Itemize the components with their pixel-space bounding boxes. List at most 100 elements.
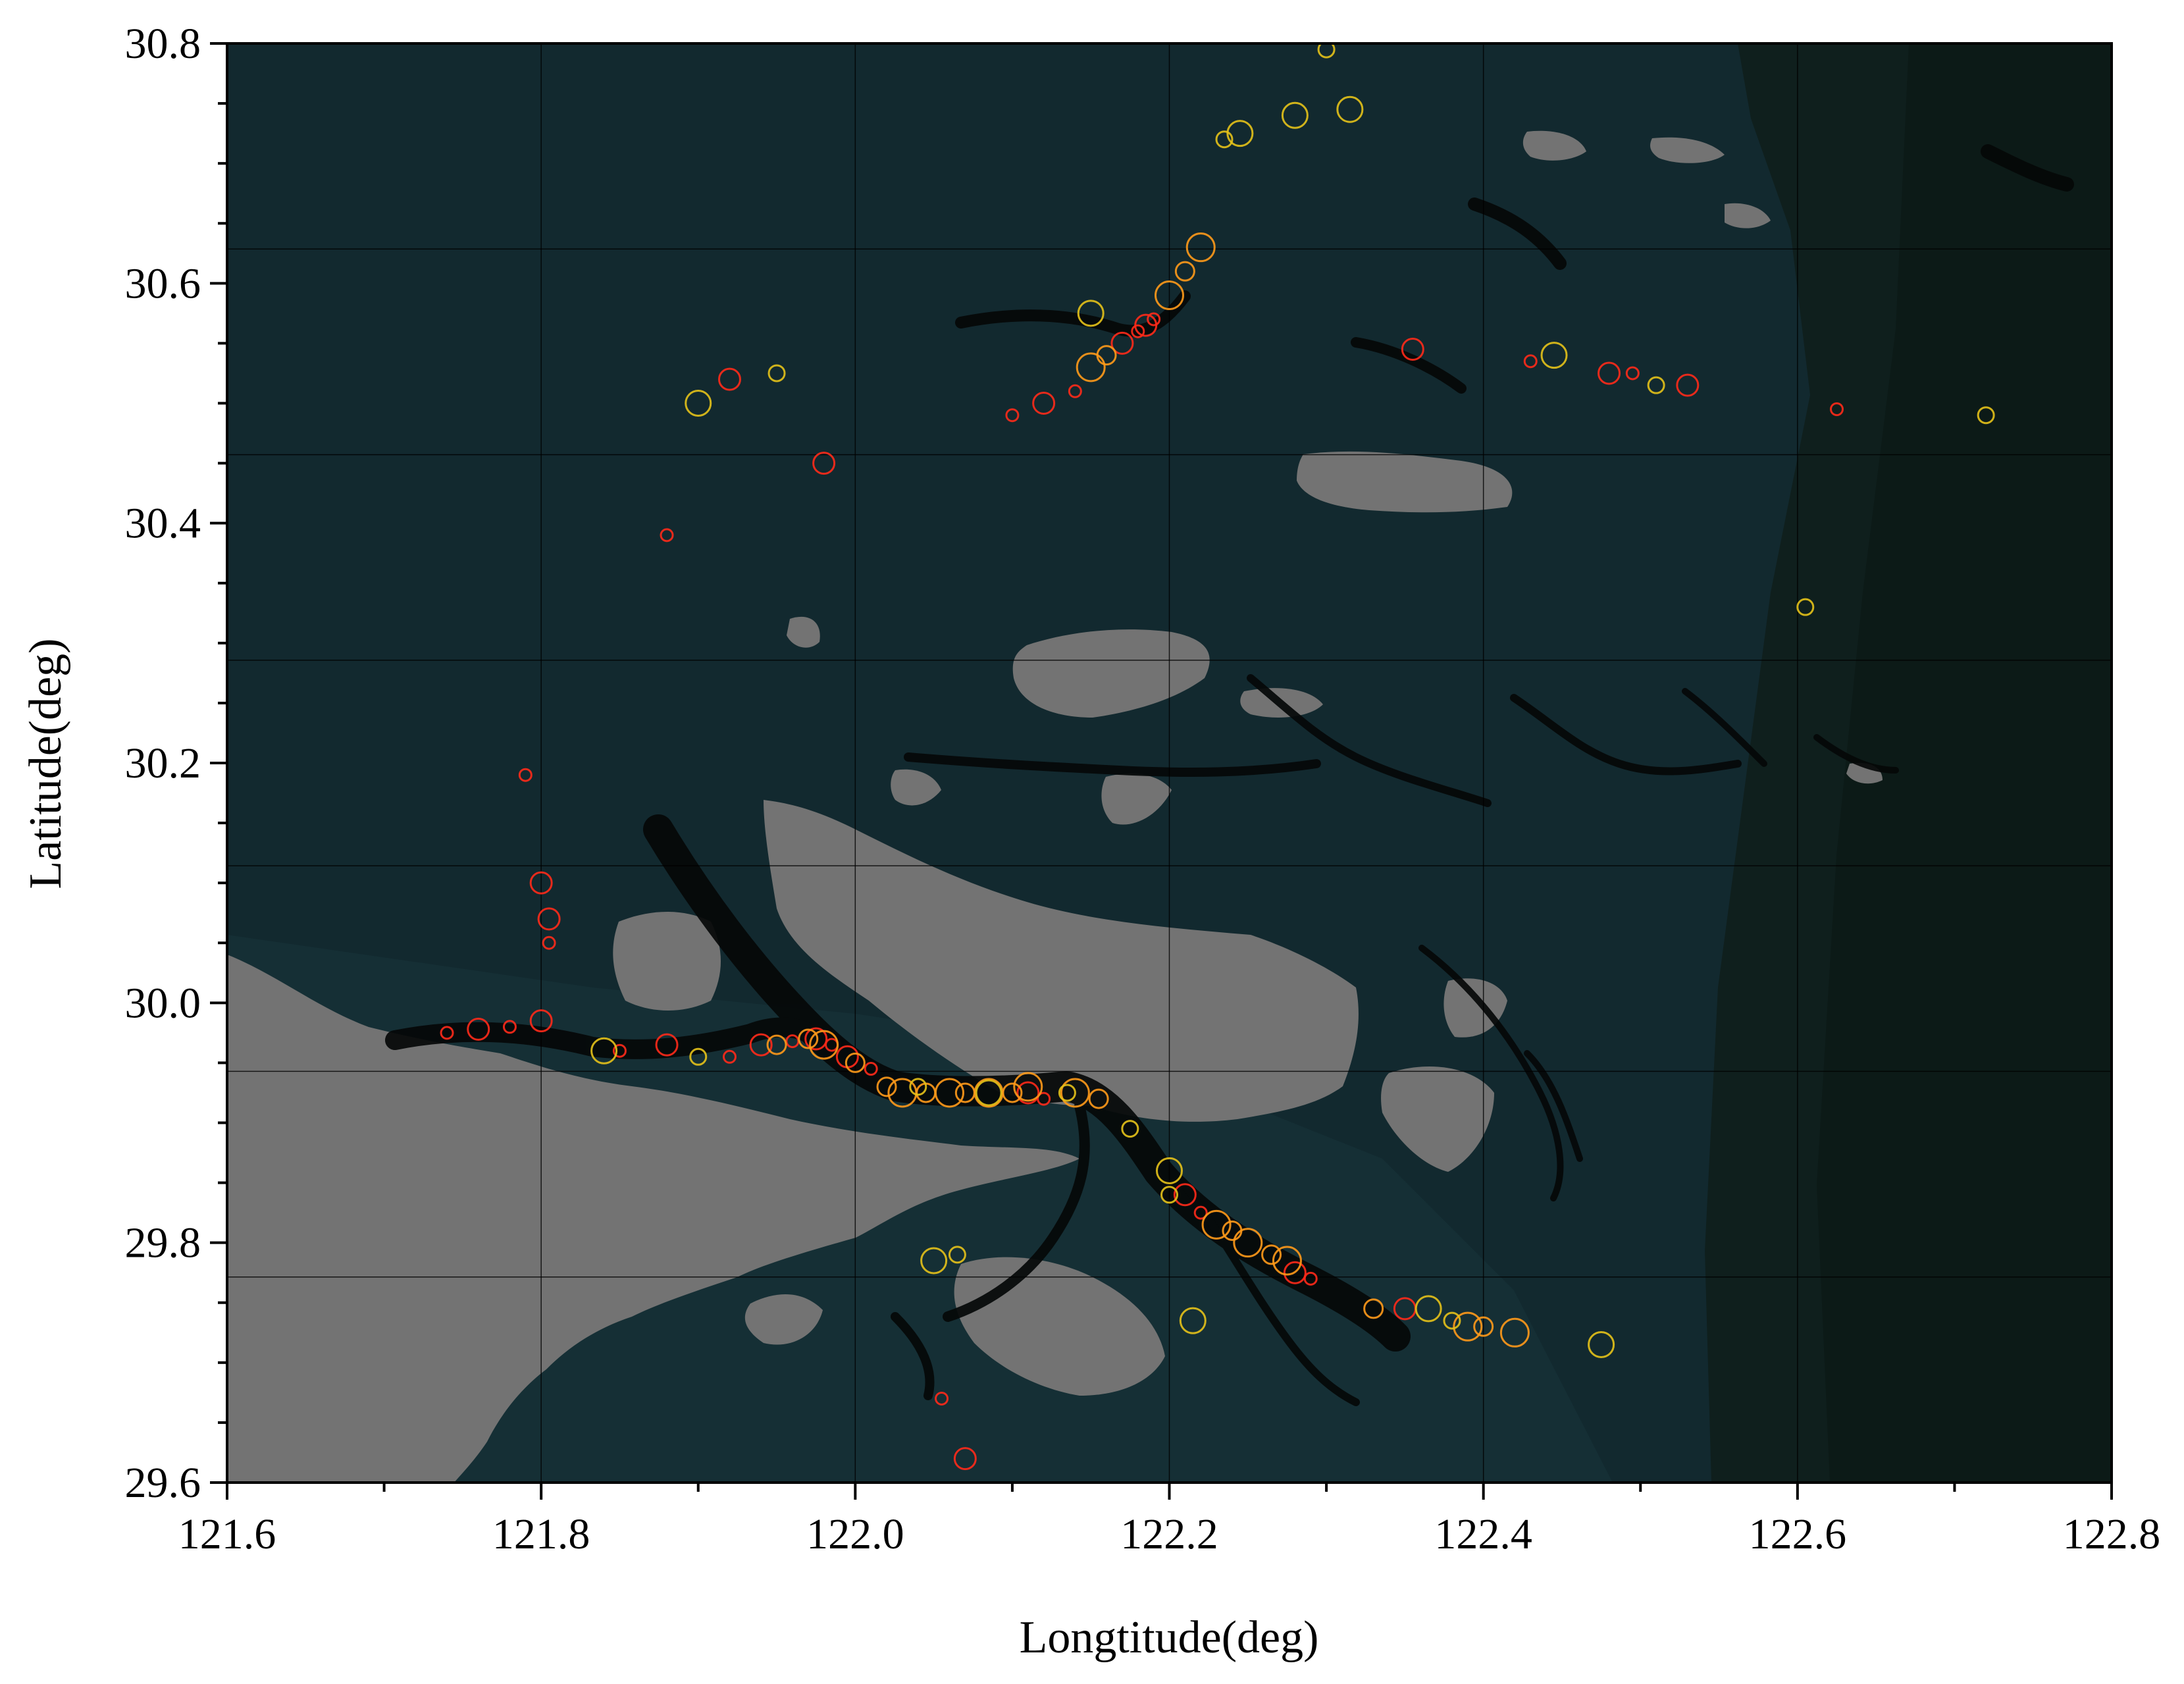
- data-point-marker: [1037, 1092, 1051, 1106]
- lane-mid-a: [904, 752, 1321, 777]
- data-point-marker: [845, 1052, 866, 1073]
- island-mid-right: [1381, 1066, 1494, 1172]
- data-point-marker: [1473, 1316, 1494, 1337]
- x-tick-label: 121.8: [492, 1510, 590, 1558]
- data-point-marker: [1016, 1081, 1040, 1105]
- data-point-marker: [518, 768, 533, 782]
- data-point-marker: [1121, 1120, 1139, 1138]
- deeper-sea-region: [1817, 43, 2112, 1483]
- x-axis-title: Longtitude(deg): [1020, 1612, 1319, 1663]
- y-tick-label: 30.8: [125, 20, 201, 68]
- data-point-marker: [975, 1079, 1002, 1107]
- data-point-marker: [1443, 1311, 1461, 1330]
- island-f: [1725, 203, 1771, 228]
- lane-south-a: [943, 1101, 1090, 1322]
- x-axis: 121.6 121.8 122.0 122.2 122.4 122.6 122.8: [178, 1483, 2161, 1558]
- data-point-marker: [1147, 312, 1161, 327]
- lane-mid-c: [1510, 694, 1742, 776]
- data-point-marker: [934, 1078, 964, 1108]
- data-point-marker: [1453, 1311, 1483, 1342]
- land-masses: [227, 130, 1883, 1483]
- data-point-marker: [1588, 1331, 1615, 1359]
- x-tick-label: 122.0: [806, 1510, 904, 1558]
- data-point-marker: [1317, 43, 1336, 59]
- y-tick-label: 30.0: [125, 979, 201, 1027]
- x-tick-label: 122.4: [1434, 1510, 1532, 1558]
- y-tick-label: 30.2: [125, 739, 201, 787]
- data-point-marker: [749, 1033, 773, 1057]
- lane-north: [955, 290, 1191, 337]
- lane-south-b: [891, 1312, 935, 1400]
- data-point-marker: [1540, 342, 1568, 369]
- data-point-marker: [1068, 384, 1082, 398]
- data-point-marker: [1283, 1261, 1307, 1284]
- data-point-marker: [537, 907, 561, 931]
- data-point-marker: [804, 1027, 828, 1051]
- y-tick-label: 30.4: [125, 500, 201, 548]
- lane-south-c: [1181, 1181, 1360, 1406]
- data-point-marker: [812, 452, 836, 475]
- data-point-marker: [876, 1076, 897, 1097]
- data-point-marker: [1281, 101, 1309, 129]
- island-g: [787, 616, 820, 648]
- data-point-marker: [542, 935, 556, 950]
- lane-mid-d: [1682, 688, 1767, 767]
- island-b: [891, 769, 941, 806]
- data-point-marker: [1272, 1246, 1302, 1276]
- data-point-marker: [920, 1247, 948, 1275]
- data-point-marker: [1060, 1078, 1090, 1108]
- data-point-marker: [529, 871, 553, 895]
- data-point-marker: [935, 1391, 949, 1406]
- grid: [227, 43, 2112, 1483]
- data-point-marker: [1013, 1072, 1043, 1102]
- data-point-marker: [1032, 392, 1056, 415]
- island-d: [1522, 130, 1586, 161]
- data-point-marker: [1523, 354, 1538, 369]
- lane-east-b: [1524, 1050, 1583, 1162]
- lane-mid-b: [1247, 674, 1492, 807]
- data-point-marker: [1076, 352, 1106, 382]
- data-point-marker: [1185, 232, 1216, 263]
- data-point-marker: [1077, 300, 1105, 327]
- data-point-marker: [1647, 376, 1665, 394]
- y-axis-title: Latitude(deg): [20, 639, 71, 889]
- data-point-marker: [689, 1047, 708, 1066]
- lane-ne-a: [1468, 197, 1567, 270]
- data-point-marker: [767, 364, 786, 382]
- island-a: [1101, 774, 1172, 825]
- data-point-marker: [1160, 1186, 1178, 1204]
- lane-ne-b: [1981, 144, 2074, 192]
- data-point-marker: [1002, 1082, 1023, 1103]
- y-tick-label: 29.6: [125, 1459, 201, 1507]
- x-tick-label: 122.8: [2063, 1510, 2161, 1558]
- island-e: [1650, 137, 1725, 163]
- data-point-marker: [1977, 406, 1995, 425]
- data-point-marker: [467, 1017, 490, 1041]
- lane-west: [385, 1017, 819, 1059]
- data-point-marker: [948, 1246, 966, 1264]
- data-point-marker: [660, 528, 674, 542]
- data-point-marker: [1179, 1307, 1207, 1334]
- y-tick-label: 29.8: [125, 1219, 201, 1267]
- data-point-marker: [685, 390, 712, 417]
- data-point-marker: [1155, 280, 1184, 311]
- data-point-marker: [1110, 331, 1134, 355]
- data-point-marker: [1363, 1298, 1384, 1319]
- lane-mid-e: [1813, 734, 1899, 774]
- data-point-marker: [1829, 402, 1844, 417]
- data-point-marker: [1088, 1088, 1109, 1109]
- data-point-marker: [440, 1026, 454, 1040]
- data-point-marker: [1336, 95, 1364, 123]
- island-daishan: [1012, 629, 1210, 718]
- data-point-marker: [590, 1037, 618, 1065]
- data-point-marker: [502, 1020, 517, 1034]
- island-east-small: [1443, 978, 1507, 1038]
- data-point-marker: [1156, 1157, 1183, 1184]
- data-point-marker: [1193, 1205, 1208, 1220]
- data-point-marker: [766, 1034, 787, 1055]
- x-tick-label: 122.6: [1749, 1510, 1847, 1558]
- data-point-marker: [953, 1447, 977, 1471]
- data-point-marker: [529, 1009, 553, 1033]
- x-tick-label: 122.2: [1120, 1510, 1218, 1558]
